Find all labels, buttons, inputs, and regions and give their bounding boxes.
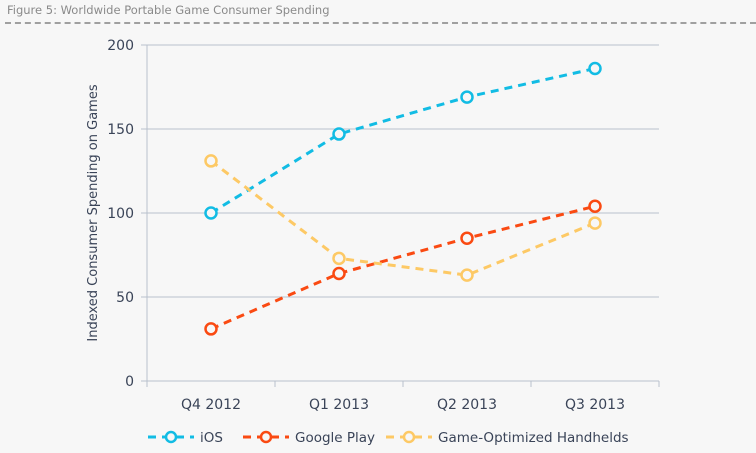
data-point bbox=[588, 61, 602, 76]
legend-marker bbox=[402, 430, 416, 444]
data-point bbox=[460, 90, 474, 104]
series-line-ios bbox=[210, 67, 596, 215]
x-tick-label: Q2 2013 bbox=[437, 397, 497, 413]
y-tick-label: 150 bbox=[107, 122, 134, 138]
series-line-game-optimized-handhelds bbox=[210, 159, 596, 277]
x-tick-label: Q3 2013 bbox=[565, 397, 625, 413]
y-tick-label: 50 bbox=[116, 290, 134, 306]
legend-label: iOS bbox=[200, 430, 223, 446]
legend-label: Game-Optimized Handhelds bbox=[438, 430, 629, 446]
data-point bbox=[460, 231, 474, 245]
data-point bbox=[588, 199, 602, 214]
data-point bbox=[332, 251, 346, 266]
figure-title: Figure 5: Worldwide Portable Game Consum… bbox=[7, 3, 330, 17]
data-point bbox=[332, 127, 346, 141]
data-point bbox=[204, 322, 218, 336]
y-axis-label: Indexed Consumer Spending on Games bbox=[86, 84, 101, 341]
data-point bbox=[460, 268, 474, 282]
y-tick-label: 0 bbox=[125, 374, 134, 390]
x-tick-label: Q1 2013 bbox=[309, 397, 369, 413]
y-tick-label: 100 bbox=[107, 206, 134, 222]
y-tick-label: 200 bbox=[107, 38, 134, 54]
x-tick-label: Q4 2012 bbox=[181, 397, 241, 413]
series-line-google-play bbox=[210, 204, 596, 331]
data-point bbox=[204, 206, 218, 220]
legend-marker bbox=[164, 430, 178, 444]
title-divider bbox=[5, 22, 756, 24]
legend-label: Google Play bbox=[295, 430, 375, 446]
data-point bbox=[332, 266, 346, 281]
data-point bbox=[588, 216, 602, 230]
data-point bbox=[204, 154, 218, 168]
legend-marker bbox=[259, 430, 273, 444]
